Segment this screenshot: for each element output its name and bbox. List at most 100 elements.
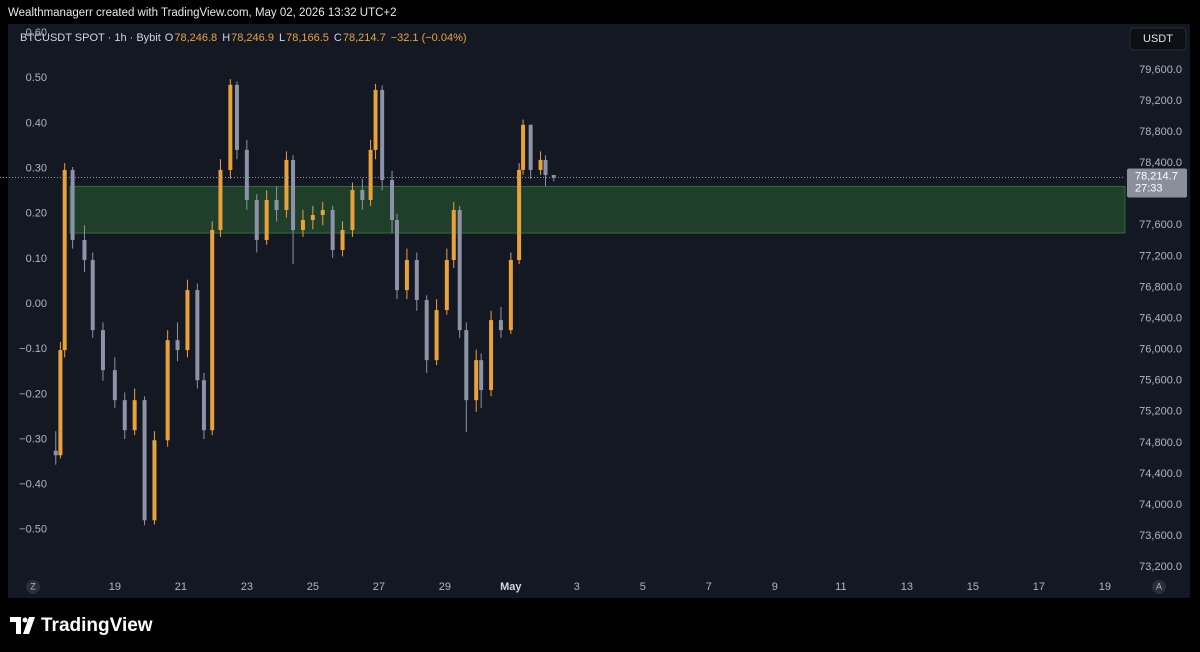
y2-tick-label: 77,600.0 xyxy=(1139,219,1182,231)
y2-tick-label: 76,400.0 xyxy=(1139,312,1182,324)
currency[interactable]: USDT xyxy=(1143,33,1173,45)
candle-body xyxy=(291,159,296,231)
x-tick-label: 15 xyxy=(967,581,979,593)
candle-body xyxy=(58,350,63,456)
candle-body xyxy=(360,189,365,200)
legend-text: O xyxy=(165,32,174,44)
candle-body xyxy=(457,209,462,331)
price-box xyxy=(1127,168,1187,198)
candle-body xyxy=(508,260,513,331)
logo-dot xyxy=(22,617,28,623)
candle-body xyxy=(218,169,223,231)
candle-body xyxy=(310,215,315,220)
x-tick-label: 21 xyxy=(175,581,187,593)
x-tick-label: 13 xyxy=(901,581,913,593)
y2-tick-label: 75,200.0 xyxy=(1139,406,1182,418)
candle-body xyxy=(300,219,305,231)
x-tick-label: 29 xyxy=(439,581,451,593)
candle-body xyxy=(517,169,522,261)
candle-body xyxy=(380,89,385,180)
z-label[interactable]: Z xyxy=(30,581,36,591)
y2-tick-label: 73,200.0 xyxy=(1139,561,1182,573)
y2-tick-label: 73,600.0 xyxy=(1139,530,1182,542)
chart-pane xyxy=(8,24,1190,598)
y-tick-label: −0.10 xyxy=(19,343,47,355)
candle-body xyxy=(464,330,469,401)
y-tick-label: 0.30 xyxy=(26,162,47,174)
logo-mark xyxy=(10,617,21,634)
candle-body xyxy=(142,400,147,521)
legend-text: BTCUSDT SPOT · 1h · Bybit xyxy=(20,32,161,44)
candle-body xyxy=(479,360,484,391)
y2-tick-label: 76,000.0 xyxy=(1139,344,1182,356)
logo-slash xyxy=(23,617,35,634)
candle-body xyxy=(100,330,105,371)
candle-body xyxy=(350,189,355,231)
legend-text: C xyxy=(334,32,342,44)
candle-body xyxy=(451,209,456,261)
candle-body xyxy=(551,175,556,178)
x-tick-label: 3 xyxy=(574,581,580,593)
x-tick-label: 23 xyxy=(241,581,253,593)
candle-body xyxy=(414,260,419,301)
candle-body xyxy=(340,230,345,250)
y-tick-label: 0.00 xyxy=(26,298,47,310)
candle-body xyxy=(521,124,526,170)
candle-body xyxy=(373,89,378,150)
x-tick-label: 9 xyxy=(772,581,778,593)
x-tick-label: 19 xyxy=(109,581,121,593)
candle-body xyxy=(395,219,400,291)
candle-body xyxy=(284,159,289,210)
x-tick-label: 27 xyxy=(373,581,385,593)
candle-body xyxy=(543,159,548,176)
zone xyxy=(69,185,1126,234)
y-tick-label: 0.40 xyxy=(26,117,47,129)
a-label[interactable]: A xyxy=(1156,581,1162,591)
y-tick-label: 0.60 xyxy=(26,27,47,39)
candle-body xyxy=(444,260,449,311)
legend-text: H xyxy=(222,32,230,44)
x-tick-label: May xyxy=(500,581,522,593)
y-tick-label: −0.30 xyxy=(19,433,47,445)
x-tick-label: 7 xyxy=(706,581,712,593)
candle-body xyxy=(175,340,180,351)
candle-body xyxy=(244,149,249,200)
y2-tick-label: 78,800.0 xyxy=(1139,126,1182,138)
candle-body xyxy=(122,400,127,431)
z-button[interactable] xyxy=(26,580,40,594)
candle-body xyxy=(62,169,67,351)
candle-body xyxy=(424,300,429,361)
currency-button[interactable] xyxy=(1129,27,1187,51)
candle-body xyxy=(112,370,117,401)
candle-body xyxy=(320,209,325,216)
legend: BTCUSDT SPOT · 1h · Bybit O 78,246.8 H 78,24… xyxy=(20,32,467,44)
x-tick-label: 17 xyxy=(1033,581,1045,593)
x-tick-label: 5 xyxy=(640,581,646,593)
x-tick-label: 11 xyxy=(835,581,846,593)
legend-text: L xyxy=(279,32,285,44)
logo xyxy=(10,617,35,634)
candle-body xyxy=(489,320,494,391)
candle-body xyxy=(185,290,190,351)
candle-body xyxy=(70,169,75,241)
candle-body xyxy=(330,209,335,250)
y-tick-label: −0.50 xyxy=(19,524,47,536)
candle-body xyxy=(90,260,95,331)
y2-tick-label: 76,800.0 xyxy=(1139,281,1182,293)
y-tick-label: −0.20 xyxy=(19,388,47,400)
a-button[interactable] xyxy=(1152,580,1166,594)
y2-tick-label: 79,600.0 xyxy=(1139,64,1182,76)
candle-body xyxy=(474,360,479,401)
y-tick-label: −0.40 xyxy=(19,479,47,491)
candle-body xyxy=(82,240,87,261)
countdown: 27:33 xyxy=(1135,182,1163,194)
candle-body xyxy=(528,124,533,170)
candle-body xyxy=(434,310,439,361)
legend-text: 78,214.7 xyxy=(343,32,386,44)
candle-body xyxy=(53,450,58,456)
legend-text: 78,246.8 xyxy=(174,32,217,44)
candle-body xyxy=(368,149,373,200)
candle-body xyxy=(201,380,206,431)
